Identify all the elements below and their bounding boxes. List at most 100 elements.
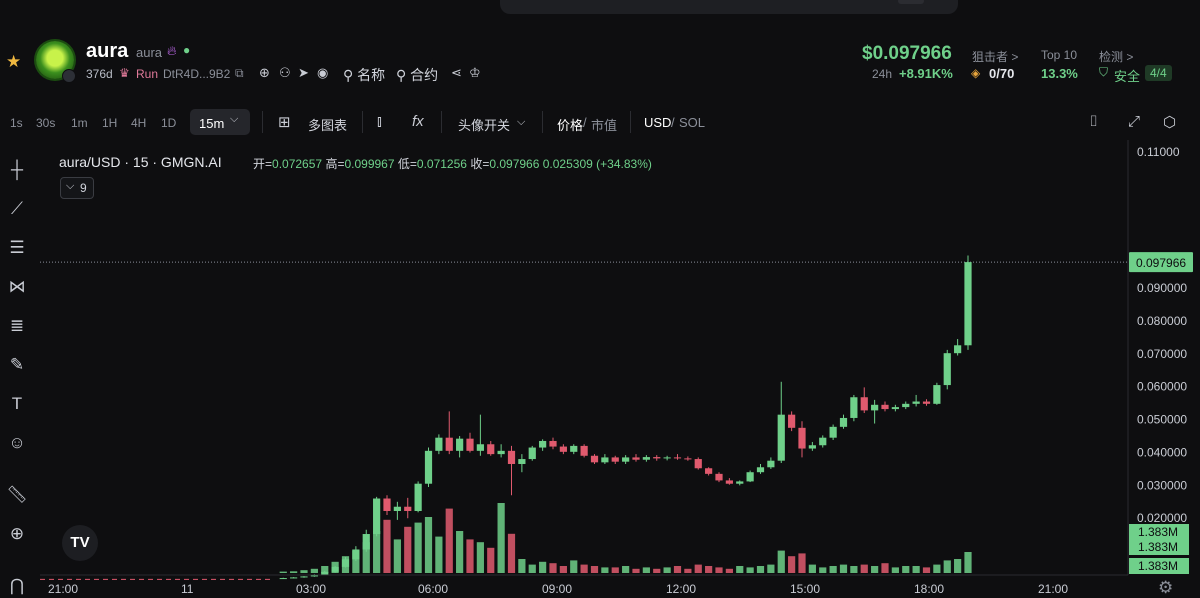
- global-search-bar[interactable]: [500, 0, 958, 14]
- multi-chart-button[interactable]: 多图表: [308, 118, 348, 133]
- low-label: 低: [397, 157, 410, 171]
- zoom-in-icon[interactable]: ⊕: [9, 524, 25, 543]
- volume-bar: [642, 567, 650, 573]
- candle-style-icon[interactable]: ⫾: [377, 113, 382, 130]
- candle-body: [414, 483, 422, 512]
- timeframe-dropdown[interactable]: [190, 109, 250, 135]
- timeframe-30s[interactable]: 30s: [36, 116, 56, 130]
- website-icon[interactable]: ⊕: [259, 65, 270, 80]
- settings-hex-icon[interactable]: ⬡: [1163, 114, 1177, 131]
- chevron-down-icon: ⌵: [66, 180, 75, 192]
- toggle-separator: /: [583, 115, 587, 130]
- y-tick-label: 0.090000: [1137, 281, 1187, 295]
- crosshair-icon[interactable]: ┼: [10, 160, 24, 179]
- fullscreen-icon[interactable]: ⤢: [1128, 113, 1141, 130]
- volume-bar: [352, 550, 360, 573]
- contract-address[interactable]: DtR4D...9B2: [163, 67, 231, 81]
- sol-toggle[interactable]: SOL: [679, 115, 706, 130]
- candle-body: [476, 444, 484, 451]
- price-toggle[interactable]: 价格: [557, 118, 584, 133]
- message-icon[interactable]: ◉: [317, 65, 329, 80]
- candle-body: [933, 385, 941, 404]
- y-tick-label: 0.050000: [1137, 413, 1187, 427]
- indicators-fx-icon[interactable]: fx: [412, 113, 424, 130]
- candle-body: [373, 498, 381, 535]
- candle-body: [891, 407, 899, 410]
- candle-body: [922, 401, 931, 404]
- share-icon[interactable]: ⋖: [451, 65, 462, 80]
- y-tick-label: 0.11000: [1137, 145, 1180, 159]
- volume-bar: [933, 564, 941, 573]
- add-chart-icon[interactable]: ⊞: [278, 114, 291, 131]
- timeframe-1s[interactable]: 1s: [10, 116, 23, 130]
- token-age: 376d: [86, 67, 113, 81]
- candle-body: [798, 427, 806, 449]
- copy-icon[interactable]: ⧉: [235, 66, 244, 80]
- fib-icon[interactable]: ≣: [9, 316, 25, 335]
- change-24h-value: +8.91K%: [899, 66, 953, 81]
- candle-body: [622, 457, 630, 462]
- search-by-name-button[interactable]: ⚲ 名称: [343, 65, 385, 85]
- candle-body: [839, 417, 848, 427]
- magnet-icon[interactable]: ⋂: [10, 576, 24, 595]
- volume-bar: [622, 566, 630, 573]
- candles: [279, 255, 972, 580]
- shield-check-icon: ⛉: [1099, 65, 1109, 79]
- x-tick-label: 15:00: [790, 582, 820, 595]
- volume-bar: [590, 566, 599, 573]
- chart-settings-icon[interactable]: ⚙: [1158, 578, 1174, 597]
- timeframe-1d[interactable]: 1D: [161, 116, 177, 130]
- crown-icon[interactable]: ♔: [469, 65, 481, 80]
- candle-body: [756, 467, 765, 473]
- audit-label[interactable]: 检测 >: [1099, 50, 1134, 64]
- candle-body: [590, 455, 599, 463]
- y-tick-label: 0.070000: [1137, 347, 1187, 361]
- pattern-icon[interactable]: ⋈: [8, 277, 26, 296]
- last-price-tag: [1129, 252, 1193, 273]
- sniper-label[interactable]: 狙击者 >: [972, 50, 1019, 64]
- search-by-contract-button[interactable]: ⚲ 合约: [396, 65, 438, 85]
- y-tick-label: 0.040000: [1137, 445, 1187, 459]
- indicator-toggle-button[interactable]: [60, 177, 94, 199]
- sniper-value: 0/70: [989, 66, 1015, 81]
- volume-bar: [829, 566, 837, 573]
- close-value: 0.097966: [489, 157, 540, 171]
- candle-body: [539, 440, 547, 448]
- candle-body: [456, 438, 464, 451]
- favorite-star-icon[interactable]: ★: [6, 52, 22, 71]
- candle-body: [300, 576, 308, 578]
- volume-bar: [777, 550, 785, 573]
- tradingview-logo[interactable]: TV: [62, 525, 98, 561]
- last-price-label: 0.097966: [1136, 256, 1186, 270]
- volume-bar: [871, 566, 879, 573]
- horizontal-lines-icon[interactable]: ☰: [9, 238, 25, 257]
- usd-toggle[interactable]: USD: [644, 115, 672, 130]
- volume-bar: [321, 566, 329, 573]
- volume-bar: [902, 566, 910, 573]
- toolbar-divider: [262, 111, 263, 133]
- camera-icon[interactable]: ⌷: [1089, 113, 1099, 130]
- brush-icon[interactable]: ✎: [9, 355, 25, 374]
- timeframe-1m[interactable]: 1m: [71, 116, 88, 130]
- emoji-icon[interactable]: ☺: [8, 433, 26, 452]
- timeframe-4h[interactable]: 4H: [131, 116, 147, 130]
- ruler-icon[interactable]: 📏︎: [6, 485, 28, 504]
- volume-bar: [279, 571, 287, 573]
- timeframe-1h[interactable]: 1H: [102, 116, 118, 130]
- x-tick-label: 06:00: [418, 582, 448, 595]
- trend-line-icon[interactable]: ⟋: [11, 199, 23, 218]
- current-price: $0.097966: [862, 43, 952, 64]
- candle-body: [466, 438, 474, 451]
- volume-bar: [373, 531, 381, 573]
- avatar-toggle-button[interactable]: 头像开关: [458, 118, 511, 133]
- volume-bar: [362, 542, 370, 573]
- price-chart[interactable]: 0.0100000.0200000.0300000.0400000.050000…: [40, 140, 1200, 595]
- volume-bar: [435, 536, 443, 573]
- candle-body: [435, 437, 443, 451]
- telegram-icon[interactable]: ➤: [298, 65, 309, 80]
- x-tick-label: 12:00: [666, 582, 696, 595]
- mcap-toggle[interactable]: 市值: [591, 118, 618, 133]
- candle-body: [341, 559, 350, 567]
- community-icon[interactable]: ⚇: [279, 65, 291, 80]
- text-tool-icon[interactable]: T: [11, 394, 23, 413]
